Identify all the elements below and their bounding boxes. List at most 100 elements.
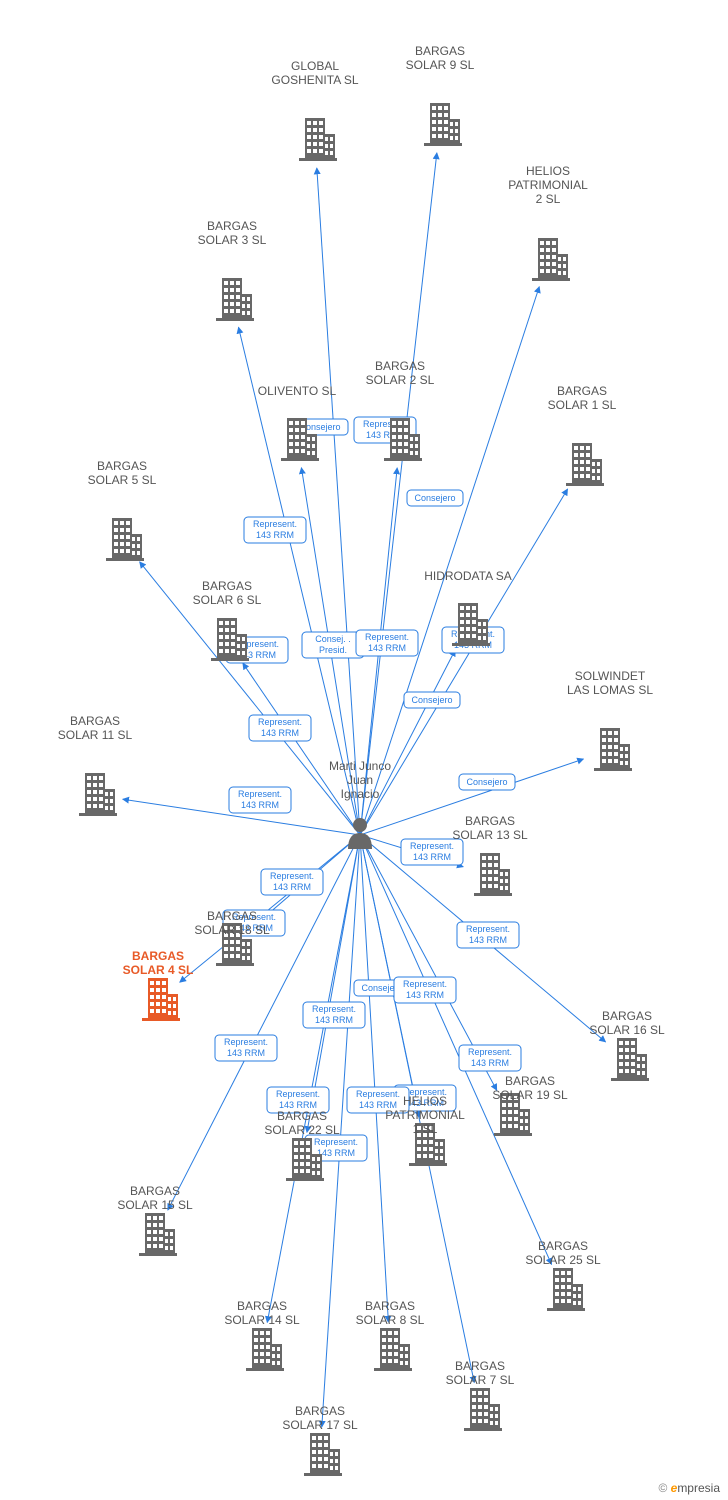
edge-solar25 <box>360 835 552 1264</box>
building-icon <box>79 773 117 816</box>
edge-label-text: Consejero <box>466 777 507 787</box>
edge-label-text: Consejero <box>411 695 452 705</box>
edge-label-text: Represent. <box>410 841 454 851</box>
edge-label-text: Represent. <box>276 1089 320 1099</box>
node-label: SOLAR 13 SL <box>452 828 528 842</box>
edge-label-text: 143 RRM <box>315 1015 353 1025</box>
edge-label-text: 143 RRM <box>273 882 311 892</box>
node-label: SOLAR 7 SL <box>446 1373 515 1387</box>
node-label: SOLAR 17 SL <box>282 1418 358 1432</box>
center-label: Marti Junco <box>329 759 391 773</box>
edge-label-text: Represent. <box>238 789 282 799</box>
node-label: BARGAS <box>505 1074 555 1088</box>
node-label: SOLAR 22 SL <box>264 1123 340 1137</box>
node-label: SOLAR 19 SL <box>492 1088 568 1102</box>
edge-solar14 <box>267 835 360 1322</box>
building-icon <box>216 278 254 321</box>
node-label: PATRIMONIAL <box>508 178 588 192</box>
center-label: Juan <box>347 773 373 787</box>
node-label: GLOBAL <box>291 59 339 73</box>
building-icon <box>594 728 632 771</box>
edge-label-text: Represent. <box>258 717 302 727</box>
node-label: SOLAR 14 SL <box>224 1313 300 1327</box>
node-label: HELIOS <box>526 164 570 178</box>
nodes-layer: GLOBALGOSHENITA SLBARGASSOLAR 9 SLHELIOS… <box>58 44 665 1476</box>
node-label: OLIVENTO SL <box>258 384 337 398</box>
building-icon <box>374 1328 412 1371</box>
edge-label-text: 143 RRM <box>261 728 299 738</box>
node-label: BARGAS <box>415 44 465 58</box>
node-label: BARGAS <box>132 949 184 963</box>
node-label: SOLAR 16 SL <box>589 1023 665 1037</box>
node-label: SOLAR 8 SL <box>356 1313 425 1327</box>
node-label: BARGAS <box>130 1184 180 1198</box>
edge-label-text: Presid. <box>319 645 347 655</box>
node-label: BARGAS <box>207 219 257 233</box>
building-icon <box>474 853 512 896</box>
node-label: 2 SL <box>536 192 561 206</box>
node-label: BARGAS <box>602 1009 652 1023</box>
copyright: © empresia <box>658 1481 720 1495</box>
edge-label-text: Represent. <box>253 519 297 529</box>
node-label: PATRIMONIAL <box>385 1108 465 1122</box>
building-icon <box>566 443 604 486</box>
node-label: BARGAS <box>237 1299 287 1313</box>
building-icon <box>246 1328 284 1371</box>
node-label: BARGAS <box>455 1359 505 1373</box>
edge-label-text: Represent. <box>403 979 447 989</box>
edge-label-text: 143 RRM <box>256 530 294 540</box>
node-label: SOLAR 5 SL <box>88 473 157 487</box>
node-label: BARGAS <box>295 1404 345 1418</box>
edge-label-text: Represent. <box>270 871 314 881</box>
center-label: Ignacio <box>341 787 380 801</box>
edge-goshenita <box>317 168 360 835</box>
building-icon <box>106 518 144 561</box>
node-label: BARGAS <box>202 579 252 593</box>
building-icon <box>547 1268 585 1311</box>
node-label: 1 SL <box>413 1122 438 1136</box>
node-label: SOLAR 1 SL <box>548 398 617 412</box>
node-label: SOLWINDET <box>575 669 646 683</box>
edge-label-text: 143 RRM <box>413 852 451 862</box>
edge-label-text: Represent. <box>365 632 409 642</box>
building-icon <box>464 1388 502 1431</box>
node-label: SOLAR 4 SL <box>123 963 194 977</box>
node-label: BARGAS <box>557 384 607 398</box>
edge-label-text: Represent. <box>466 924 510 934</box>
building-icon <box>304 1433 342 1476</box>
node-label: SOLAR 6 SL <box>193 593 262 607</box>
building-icon <box>611 1038 649 1081</box>
building-icon <box>142 978 180 1021</box>
node-label: BARGAS <box>375 359 425 373</box>
edge-label-text: 143 RRM <box>471 1058 509 1068</box>
node-label: SOLAR 11 SL <box>58 728 133 742</box>
node-label: BARGAS <box>277 1109 327 1123</box>
node-label: BARGAS <box>365 1299 415 1313</box>
node-label: HELIOS <box>403 1094 447 1108</box>
building-icon <box>139 1213 177 1256</box>
node-label: LAS LOMAS SL <box>567 683 653 697</box>
edge-label-text: Represent. <box>312 1004 356 1014</box>
building-icon <box>424 103 462 146</box>
edge-label-text: 143 RRM <box>406 990 444 1000</box>
edge-label-text: Represent. <box>224 1037 268 1047</box>
node-label: BARGAS <box>97 459 147 473</box>
edge-label-text: Represent. <box>356 1089 400 1099</box>
edge-label-text: 143 RRM <box>469 935 507 945</box>
edge-solar8 <box>360 835 388 1322</box>
node-label: BARGAS <box>465 814 515 828</box>
building-icon <box>299 118 337 161</box>
edge-label-text: Consejero <box>414 493 455 503</box>
network-diagram: Represent.143 RRMConsejeroRepresent.143 … <box>0 0 728 1500</box>
node-label: BARGAS <box>70 714 120 728</box>
node-label: BARGAS <box>538 1239 588 1253</box>
node-label: SOLAR 15 SL <box>117 1198 193 1212</box>
node-label: SOLAR 9 SL <box>406 58 475 72</box>
edge-label-text: Represent. <box>314 1137 358 1147</box>
edge-label-text: 143 RRM <box>241 800 279 810</box>
building-icon <box>211 618 249 661</box>
edge-label-text: 143 RRM <box>317 1148 355 1158</box>
node-label: HIDRODATA SA <box>424 569 512 583</box>
node-label: SOLAR 25 SL <box>525 1253 601 1267</box>
edge-label-text: Represent. <box>468 1047 512 1057</box>
